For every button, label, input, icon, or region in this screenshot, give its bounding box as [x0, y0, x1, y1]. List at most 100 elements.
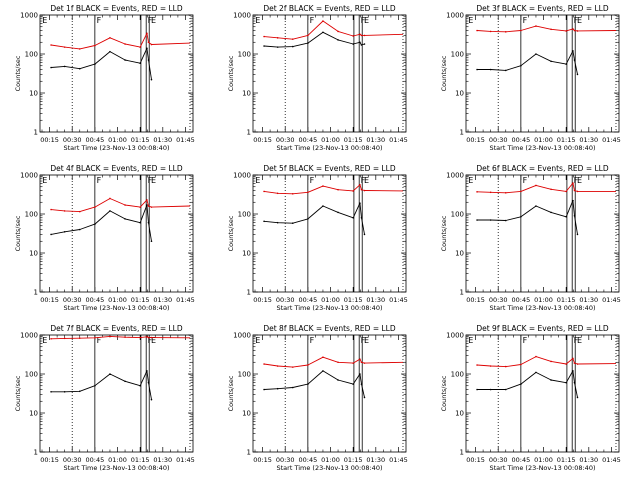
- lld-data-point: [63, 210, 66, 212]
- lld-data-point: [147, 336, 150, 339]
- lld-data-point: [360, 361, 363, 364]
- event-marker-label: E: [255, 16, 260, 25]
- lld-data-point: [476, 29, 478, 32]
- events-data-point: [565, 381, 567, 384]
- x-tick-label: 00:30: [276, 296, 295, 304]
- lld-data-point: [78, 210, 81, 213]
- events-data-point: [63, 65, 66, 68]
- lld-data-point: [50, 337, 52, 340]
- x-tick-label: 01:15: [131, 296, 150, 304]
- y-tick-label: 1: [247, 449, 251, 457]
- events-data-point: [109, 210, 111, 212]
- lld-data-point: [307, 191, 309, 194]
- events-data-point: [576, 73, 579, 76]
- events-data-point: [572, 370, 574, 372]
- lld-data-point: [360, 34, 363, 37]
- panel-title: Det 6f BLACK = Events, RED = LLD: [476, 164, 609, 173]
- events-data-point: [352, 383, 354, 385]
- plot-frame: [465, 334, 620, 453]
- y-tick-label: 10: [455, 410, 464, 418]
- y-tick-label: 1000: [20, 12, 38, 20]
- events-data-point: [276, 46, 279, 48]
- events-data-point: [489, 219, 492, 221]
- y-tick-label: 1: [34, 129, 38, 137]
- events-data-point: [360, 383, 363, 385]
- events-data-point: [139, 62, 141, 65]
- y-axis-label: Counts/sec: [440, 215, 448, 251]
- x-tick-label: 00:30: [63, 456, 82, 464]
- lld-data-point: [504, 191, 507, 194]
- lld-data-point: [363, 34, 366, 37]
- events-data-point: [535, 205, 537, 207]
- events-data-point: [572, 199, 574, 202]
- event-marker-label: E: [42, 176, 47, 185]
- x-tick-label: 01:45: [389, 296, 408, 304]
- y-tick-label: 10: [455, 250, 464, 258]
- y-tick-label: 10: [29, 250, 38, 258]
- events-data-point: [352, 216, 354, 219]
- x-tick-label: 01:30: [579, 296, 598, 304]
- x-tick-label: 01:15: [344, 296, 363, 304]
- event-marker-label: E: [577, 336, 582, 345]
- y-tick-label: 10: [29, 410, 38, 418]
- x-tick-label: 01:30: [366, 296, 385, 304]
- panel-title: Det 9f BLACK = Events, RED = LLD: [476, 324, 609, 333]
- events-data-point: [573, 214, 576, 217]
- lld-data-point: [139, 46, 141, 48]
- x-tick-label: 01:30: [153, 456, 172, 464]
- events-data-point: [63, 390, 66, 393]
- lld-data-point: [94, 336, 96, 339]
- lld-data-point: [520, 363, 522, 366]
- x-tick-label: 01:45: [176, 296, 195, 304]
- y-tick-label: 1000: [233, 172, 251, 180]
- x-tick-label: 01:15: [557, 456, 576, 464]
- events-data-point: [63, 230, 66, 233]
- events-series-line: [477, 370, 578, 398]
- lld-data-point: [322, 356, 324, 358]
- lld-data-point: [572, 357, 574, 360]
- lld-data-point: [322, 185, 324, 187]
- lld-data-point: [307, 34, 309, 37]
- events-data-point: [124, 380, 126, 383]
- panel-title: Det 7f BLACK = Events, RED = LLD: [50, 324, 183, 333]
- events-data-point: [94, 63, 96, 65]
- lld-data-point: [337, 30, 339, 33]
- x-axis-label: Start Time (23-Nov-13 00:08:40): [277, 304, 383, 312]
- event-marker-label: E: [151, 336, 156, 345]
- x-tick-label: 00:15: [253, 456, 272, 464]
- lld-data-point: [291, 366, 294, 368]
- plot-frame: [465, 14, 620, 133]
- events-data-point: [146, 370, 148, 372]
- x-tick-label: 01:30: [366, 456, 385, 464]
- event-marker-label: F: [97, 176, 102, 185]
- events-data-point: [291, 222, 294, 225]
- events-data-point: [263, 45, 265, 47]
- event-marker-label: E: [255, 176, 260, 185]
- events-series-line: [477, 200, 578, 235]
- x-tick-label: 01:45: [389, 456, 408, 464]
- lld-data-point: [520, 29, 522, 32]
- y-tick-label: 1000: [446, 172, 464, 180]
- events-data-point: [573, 59, 576, 61]
- lld-data-point: [78, 48, 81, 50]
- plot-frame: [252, 174, 407, 293]
- detector-panel-9: Det 9f BLACK = Events, RED = LLD 1 10 100 10…: [440, 324, 621, 472]
- y-tick-label: 1000: [20, 172, 38, 180]
- events-data-point: [363, 396, 366, 399]
- x-tick-label: 01:00: [534, 136, 553, 144]
- lld-data-point: [550, 28, 552, 31]
- events-data-point: [322, 205, 324, 207]
- lld-data-point: [276, 192, 279, 195]
- events-data-point: [150, 398, 153, 401]
- y-tick-label: 10: [29, 90, 38, 98]
- events-series-line: [51, 204, 152, 242]
- lld-data-point: [146, 32, 148, 35]
- detector-panel-5: Det 5f BLACK = Events, RED = LLD 1 10 100 10…: [227, 164, 408, 312]
- event-marker-label: F: [310, 16, 315, 25]
- x-tick-label: 00:30: [489, 456, 508, 464]
- x-tick-label: 00:30: [489, 296, 508, 304]
- x-tick-label: 01:15: [344, 456, 363, 464]
- lld-data-point: [263, 35, 265, 38]
- lld-data-point: [276, 365, 279, 367]
